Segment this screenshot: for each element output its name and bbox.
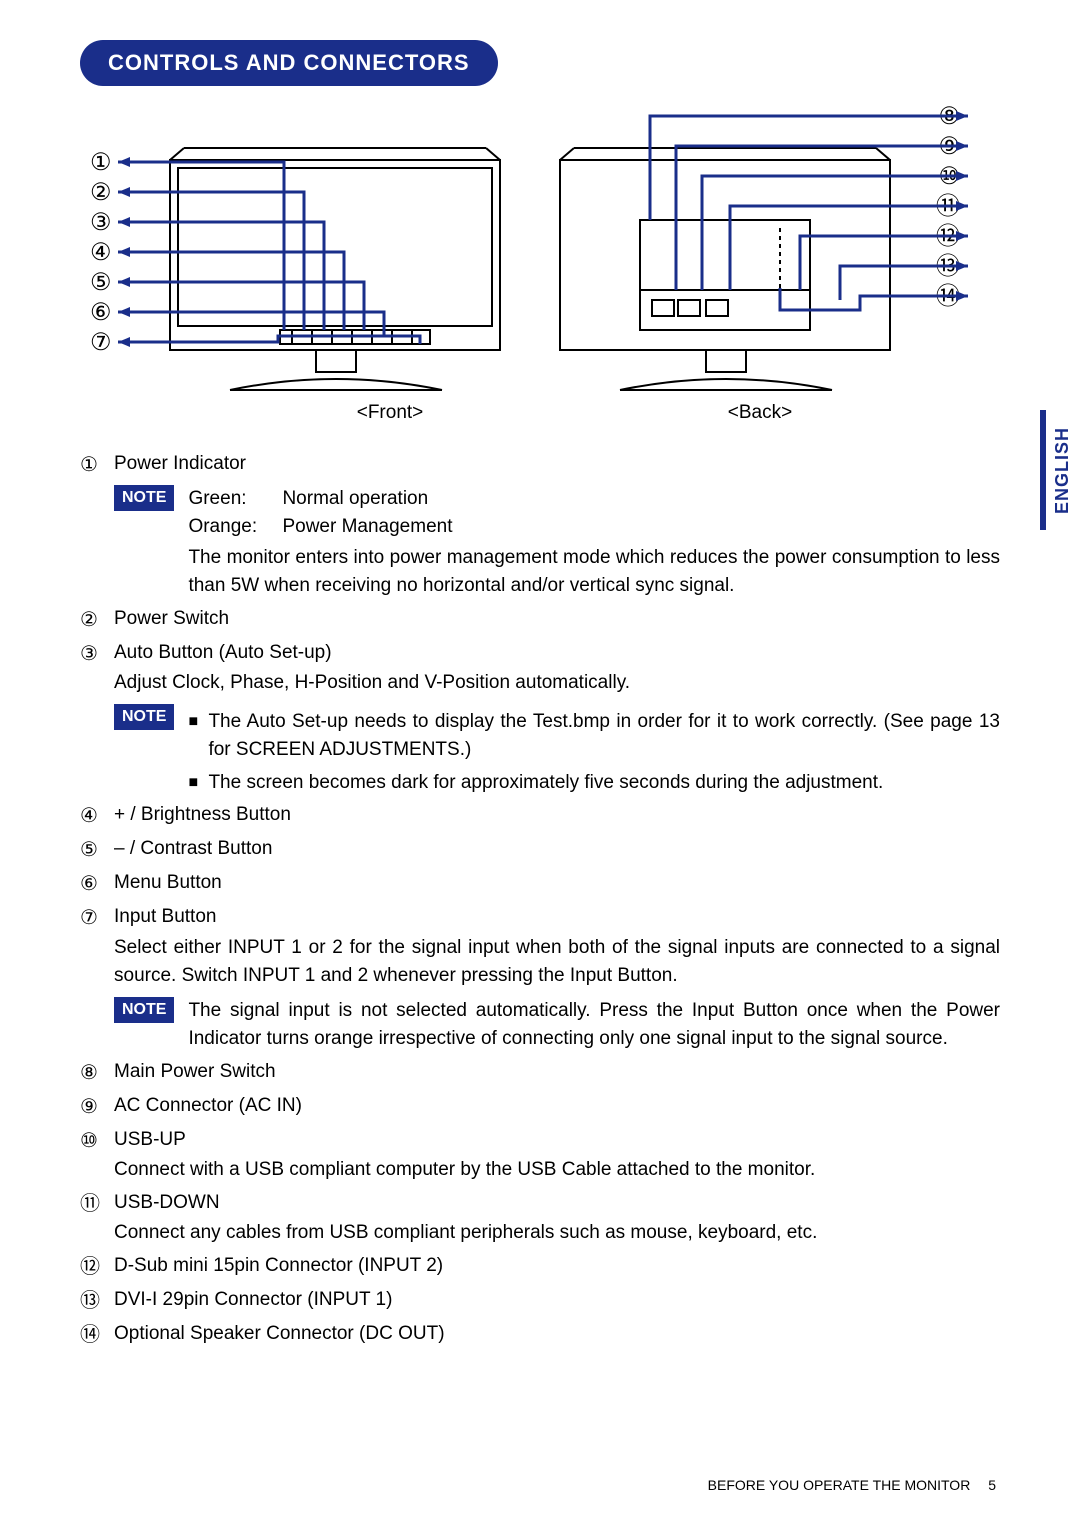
list-item-title: – / Contrast Button — [114, 835, 1000, 864]
note-tail-text: The monitor enters into power management… — [188, 544, 1000, 601]
list-item-title: + / Brightness Button — [114, 801, 1000, 830]
note-bullet-text: The Auto Set-up needs to display the Tes… — [208, 708, 1000, 765]
list-item-body: Optional Speaker Connector (DC OUT) — [114, 1320, 1000, 1349]
note-bullet-row: ■The Auto Set-up needs to display the Te… — [188, 708, 1000, 765]
list-item-description: Connect with a USB compliant computer by… — [114, 1156, 1000, 1185]
list-item-body: + / Brightness Button — [114, 801, 1000, 830]
note-key-value: Green:Normal operationOrange:Power Manag… — [188, 485, 1000, 542]
note-key: Green: — [188, 485, 278, 514]
list-item-body: Menu Button — [114, 869, 1000, 898]
list-item-title: Menu Button — [114, 869, 1000, 898]
list-item-title: Optional Speaker Connector (DC OUT) — [114, 1320, 1000, 1349]
note-bullet-text: The screen becomes dark for approximatel… — [208, 769, 1000, 798]
footer-text: BEFORE YOU OPERATE THE MONITOR — [708, 1477, 971, 1493]
list-item-number: ① — [80, 450, 114, 480]
controls-list: ①Power Indicator NOTE Green:Normal operati… — [80, 450, 1000, 1350]
footer-page-number: 5 — [988, 1477, 996, 1493]
list-item-number: ⑤ — [80, 835, 114, 865]
note-key: Orange: — [188, 513, 278, 542]
diagram-back-caption: <Back> — [650, 402, 870, 424]
list-item: ⑦Input ButtonSelect either INPUT 1 or 2 … — [80, 903, 1000, 1054]
list-item: ⑭Optional Speaker Connector (DC OUT) — [80, 1320, 1000, 1350]
list-item-number: ⑪ — [80, 1189, 114, 1219]
note-row: NOTE The signal input is not selected aut… — [114, 997, 1000, 1054]
list-item-number: ④ — [80, 801, 114, 831]
note-badge: NOTE — [114, 704, 174, 730]
square-bullet-icon: ■ — [188, 769, 208, 797]
list-item-body: USB-UPConnect with a USB compliant compu… — [114, 1126, 1000, 1185]
list-item-body: – / Contrast Button — [114, 835, 1000, 864]
list-item-number: ⑩ — [80, 1126, 114, 1156]
note-value: Power Management — [282, 513, 1000, 542]
list-item-title: Main Power Switch — [114, 1058, 1000, 1087]
list-item: ③Auto Button (Auto Set-up)Adjust Clock, … — [80, 639, 1000, 798]
note-text: ■The Auto Set-up needs to display the Te… — [188, 704, 1000, 798]
list-item-body: USB-DOWNConnect any cables from USB comp… — [114, 1189, 1000, 1248]
list-item-number: ⑦ — [80, 903, 114, 933]
list-item-body: Main Power Switch — [114, 1058, 1000, 1087]
list-item-number: ⑥ — [80, 869, 114, 899]
diagram-front-caption: <Front> — [280, 402, 500, 424]
square-bullet-icon: ■ — [188, 708, 208, 736]
note-bullet-row: ■The screen becomes dark for approximate… — [188, 769, 1000, 798]
list-item-title: Power Switch — [114, 605, 1000, 634]
language-tab-text: ENGLISH — [1052, 427, 1072, 514]
list-item-body: Power Indicator NOTE Green:Normal operatio… — [114, 450, 1000, 601]
list-item-body: DVI-I 29pin Connector (INPUT 1) — [114, 1286, 1000, 1315]
note-text: The signal input is not selected automat… — [188, 997, 1000, 1054]
list-item-description: Adjust Clock, Phase, H-Position and V-Po… — [114, 669, 1000, 698]
list-item-body: D-Sub mini 15pin Connector (INPUT 2) — [114, 1252, 1000, 1281]
list-item-title: USB-DOWN — [114, 1189, 1000, 1218]
list-item-number: ⑧ — [80, 1058, 114, 1088]
list-item-number: ⑭ — [80, 1320, 114, 1350]
list-item: ⑩USB-UPConnect with a USB compliant comp… — [80, 1126, 1000, 1185]
note-badge: NOTE — [114, 485, 174, 511]
note-text: Green:Normal operationOrange:Power Manag… — [188, 485, 1000, 601]
list-item: ⑫D-Sub mini 15pin Connector (INPUT 2) — [80, 1252, 1000, 1282]
list-item-description: Connect any cables from USB compliant pe… — [114, 1219, 1000, 1248]
list-item: ⑪USB-DOWNConnect any cables from USB com… — [80, 1189, 1000, 1248]
list-item: ⑧Main Power Switch — [80, 1058, 1000, 1088]
list-item-body: AC Connector (AC IN) — [114, 1092, 1000, 1121]
list-item-title: D-Sub mini 15pin Connector (INPUT 2) — [114, 1252, 1000, 1281]
list-item-title: Input Button — [114, 903, 1000, 932]
list-item-title: AC Connector (AC IN) — [114, 1092, 1000, 1121]
list-item: ⑤– / Contrast Button — [80, 835, 1000, 865]
note-badge: NOTE — [114, 997, 174, 1023]
page-footer: BEFORE YOU OPERATE THE MONITOR 5 — [708, 1477, 996, 1493]
list-item: ①Power Indicator NOTE Green:Normal operati… — [80, 450, 1000, 601]
language-tab: ENGLISH — [1040, 410, 1080, 530]
monitor-diagrams-svg — [80, 100, 1000, 400]
page: CONTROLS AND CONNECTORS ENGLISH ①②③④⑤⑥⑦ … — [0, 0, 1080, 1529]
section-heading-pill: CONTROLS AND CONNECTORS — [80, 40, 498, 86]
list-item-body: Power Switch — [114, 605, 1000, 634]
list-item-title: DVI-I 29pin Connector (INPUT 1) — [114, 1286, 1000, 1315]
note-row: NOTE Green:Normal operationOrange:Power M… — [114, 485, 1000, 601]
list-item-title: USB-UP — [114, 1126, 1000, 1155]
note-row: NOTE ■The Auto Set-up needs to display th… — [114, 704, 1000, 798]
list-item-description: Select either INPUT 1 or 2 for the signa… — [114, 934, 1000, 991]
list-item-title: Power Indicator — [114, 450, 1000, 479]
list-item: ⑬DVI-I 29pin Connector (INPUT 1) — [80, 1286, 1000, 1316]
note-value: Normal operation — [282, 485, 1000, 514]
list-item-number: ③ — [80, 639, 114, 669]
list-item-number: ⑨ — [80, 1092, 114, 1122]
section-heading-text: CONTROLS AND CONNECTORS — [108, 50, 470, 75]
list-item-number: ⑬ — [80, 1286, 114, 1316]
diagrams-area: ①②③④⑤⑥⑦ ⑧⑨⑩⑪⑫⑬⑭ — [80, 100, 1000, 430]
list-item-body: Input ButtonSelect either INPUT 1 or 2 f… — [114, 903, 1000, 1054]
list-item: ⑨AC Connector (AC IN) — [80, 1092, 1000, 1122]
list-item-body: Auto Button (Auto Set-up)Adjust Clock, P… — [114, 639, 1000, 798]
list-item: ④+ / Brightness Button — [80, 801, 1000, 831]
list-item-number: ② — [80, 605, 114, 635]
list-item-number: ⑫ — [80, 1252, 114, 1282]
list-item: ②Power Switch — [80, 605, 1000, 635]
list-item-title: Auto Button (Auto Set-up) — [114, 639, 1000, 668]
list-item: ⑥Menu Button — [80, 869, 1000, 899]
